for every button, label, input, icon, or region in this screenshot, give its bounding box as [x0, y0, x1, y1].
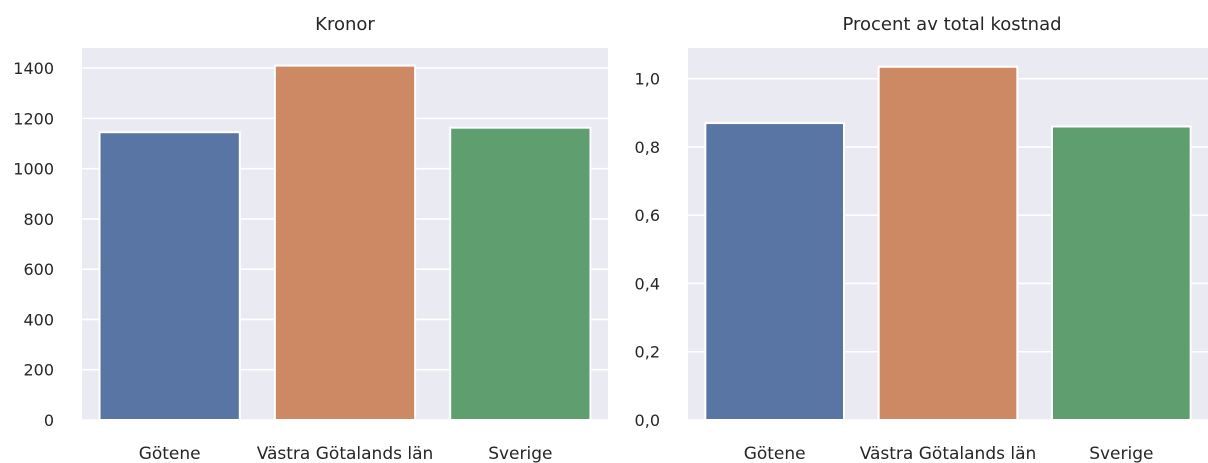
- x-tick-label: Västra Götalands län: [860, 444, 1037, 463]
- y-tick-label: 600: [23, 260, 54, 279]
- y-tick-label: 0,4: [635, 274, 660, 293]
- x-tick-label: Götene: [139, 444, 201, 463]
- y-tick-label: 800: [23, 210, 54, 229]
- bar-kronor-3: [449, 126, 592, 421]
- chart-procent: Procent av total kostnad 0,0 0,2 0,4 0,6 0,8…: [635, 14, 1208, 463]
- x-tick-label: Västra Götalands län: [257, 444, 434, 463]
- y-tick-label: 200: [23, 361, 54, 380]
- y-tick-label: 1,0: [635, 70, 660, 89]
- bar-procent-1: [704, 122, 845, 421]
- chart-title-procent: Procent av total kostnad: [842, 14, 1061, 35]
- y-tick-label: 0,0: [635, 411, 660, 430]
- chart-title-kronor: Kronor: [315, 14, 375, 35]
- x-tick-label: Sverige: [488, 444, 552, 463]
- bar-procent-2: [877, 65, 1019, 422]
- bar-kronor-2: [273, 64, 417, 421]
- y-tick-label: 400: [23, 310, 54, 329]
- x-tick-label: Sverige: [1089, 444, 1153, 463]
- y-tick-label: 0: [44, 411, 54, 430]
- y-tick-label: 0,2: [635, 343, 660, 362]
- bar-procent-3: [1051, 125, 1192, 421]
- y-tick-label: 0,6: [635, 206, 660, 225]
- chart-kronor: Kronor 0 200 400 600 800 1000 1200 1400 Götene Vä…: [13, 14, 608, 463]
- bar-kronor-1: [98, 131, 241, 421]
- x-tick-label: Götene: [744, 444, 806, 463]
- y-tick-label: 1000: [13, 160, 54, 179]
- y-tick-label: 1400: [13, 59, 54, 78]
- y-tick-label: 0,8: [635, 138, 660, 157]
- y-tick-label: 1200: [13, 109, 54, 128]
